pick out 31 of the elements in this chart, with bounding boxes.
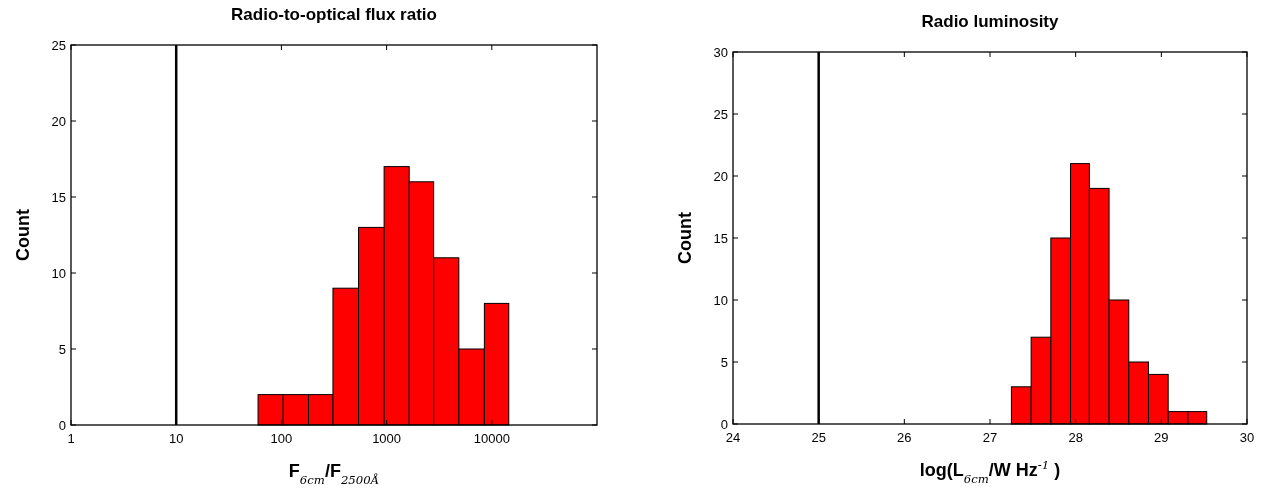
chart-title: Radio-to-optical flux ratio — [231, 5, 437, 24]
y-tick-label: 20 — [51, 114, 66, 129]
y-tick-label: 0 — [58, 418, 66, 433]
x-axis-title: F$_{6cm}$/F$_{2500Å}$ — [288, 461, 380, 487]
x-tick-label: 26 — [897, 430, 912, 445]
x-tick-label: 1 — [67, 431, 75, 446]
x-tick-label: 28 — [1068, 430, 1083, 445]
x-tick-label: 100 — [270, 431, 293, 446]
x-tick-label: 25 — [811, 430, 826, 445]
y-tick-label: 25 — [713, 107, 728, 122]
y-tick-label: 10 — [51, 266, 66, 281]
y-tick-label: 25 — [51, 38, 66, 53]
y-tick-label: 5 — [720, 355, 728, 370]
x-tick-label: 1000 — [372, 431, 402, 446]
x-tick-label: 30 — [1239, 430, 1255, 445]
x-tick-label: 27 — [982, 430, 998, 445]
y-tick-label: 20 — [713, 169, 728, 184]
x-axis-title: log(L$_{6cm}$/W Hz$^{-1}$ ) — [919, 458, 1061, 486]
chart-title: Radio luminosity — [921, 12, 1060, 31]
y-tick-label: 0 — [720, 417, 728, 432]
y-tick-label: 15 — [713, 231, 728, 246]
y-tick-label: 15 — [51, 190, 66, 205]
y-axis-title: Count — [675, 212, 695, 264]
y-axis-title: Count — [13, 209, 33, 261]
y-tick-label: 10 — [713, 293, 728, 308]
y-tick-label: 30 — [713, 45, 728, 60]
x-tick-label: 10000 — [473, 431, 510, 446]
x-tick-label: 24 — [725, 430, 741, 445]
x-tick-label: 29 — [1154, 430, 1169, 445]
y-tick-label: 5 — [58, 342, 66, 357]
x-tick-label: 10 — [168, 431, 184, 446]
